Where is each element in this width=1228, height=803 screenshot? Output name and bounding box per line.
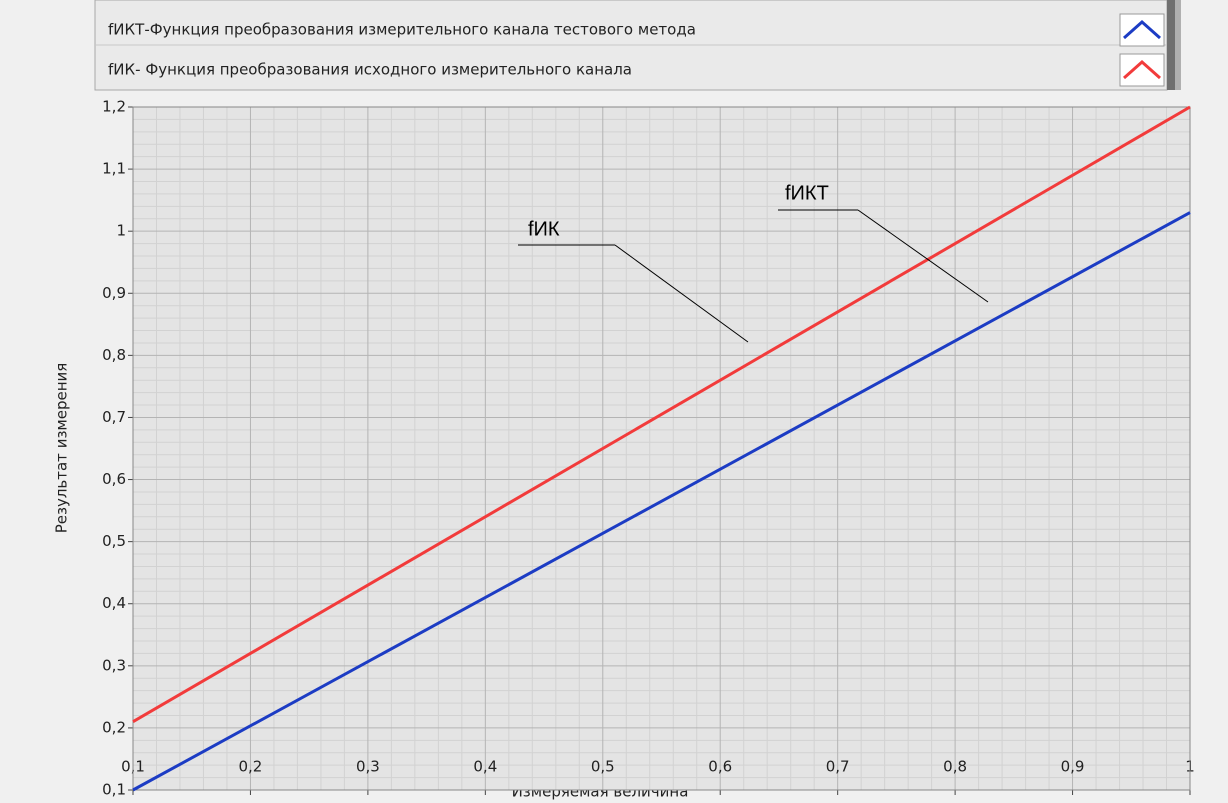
x-tick-label: 0,5 — [591, 758, 615, 776]
x-tick-label: 0,3 — [356, 758, 380, 776]
x-tick-label: 0,2 — [239, 758, 263, 776]
leader-line — [857, 209, 989, 303]
legend-label: fИК- Функция преобразования исходного из… — [108, 61, 632, 79]
y-tick-label: 1,2 — [102, 98, 126, 116]
legend-scrollbar — [1167, 0, 1175, 90]
series-line — [132, 105, 1191, 723]
annotation: fИКТ — [785, 182, 829, 204]
y-tick-label: 0,6 — [102, 470, 126, 488]
y-tick-label: 0,3 — [102, 656, 126, 674]
legend-swatch — [1123, 59, 1161, 80]
y-tick-label: 1 — [116, 222, 126, 240]
y-tick-label: 0,7 — [102, 408, 126, 426]
y-axis-label: Результат измерения — [53, 363, 71, 534]
y-tick-label: 1,1 — [102, 160, 126, 178]
x-tick-label: 0,6 — [708, 758, 732, 776]
annotation: fИК — [528, 218, 560, 240]
legend-scrollbar-edge — [1175, 0, 1181, 90]
x-tick-label: 0,9 — [1061, 758, 1085, 776]
legend-label: fИКТ-Функция преобразования измерительно… — [108, 21, 696, 39]
series-line — [132, 211, 1191, 792]
y-tick-label: 0,2 — [102, 718, 126, 736]
plot-border — [132, 106, 1191, 791]
x-tick-label: 0,8 — [943, 758, 967, 776]
legend-swatch-box — [1119, 53, 1165, 87]
x-tick-label: 0,7 — [826, 758, 850, 776]
leader-line — [614, 244, 749, 343]
y-tick-label: 0,4 — [102, 594, 126, 612]
plot-area — [133, 107, 1190, 790]
y-tick-label: 0,9 — [102, 284, 126, 302]
y-tick-label: 0,8 — [102, 346, 126, 364]
y-tick-label: 0,5 — [102, 532, 126, 550]
x-tick-label: 0,4 — [473, 758, 497, 776]
legend-swatch-box — [1119, 13, 1165, 47]
y-tick-label: 0,1 — [102, 781, 126, 799]
legend-swatch — [1123, 19, 1161, 40]
